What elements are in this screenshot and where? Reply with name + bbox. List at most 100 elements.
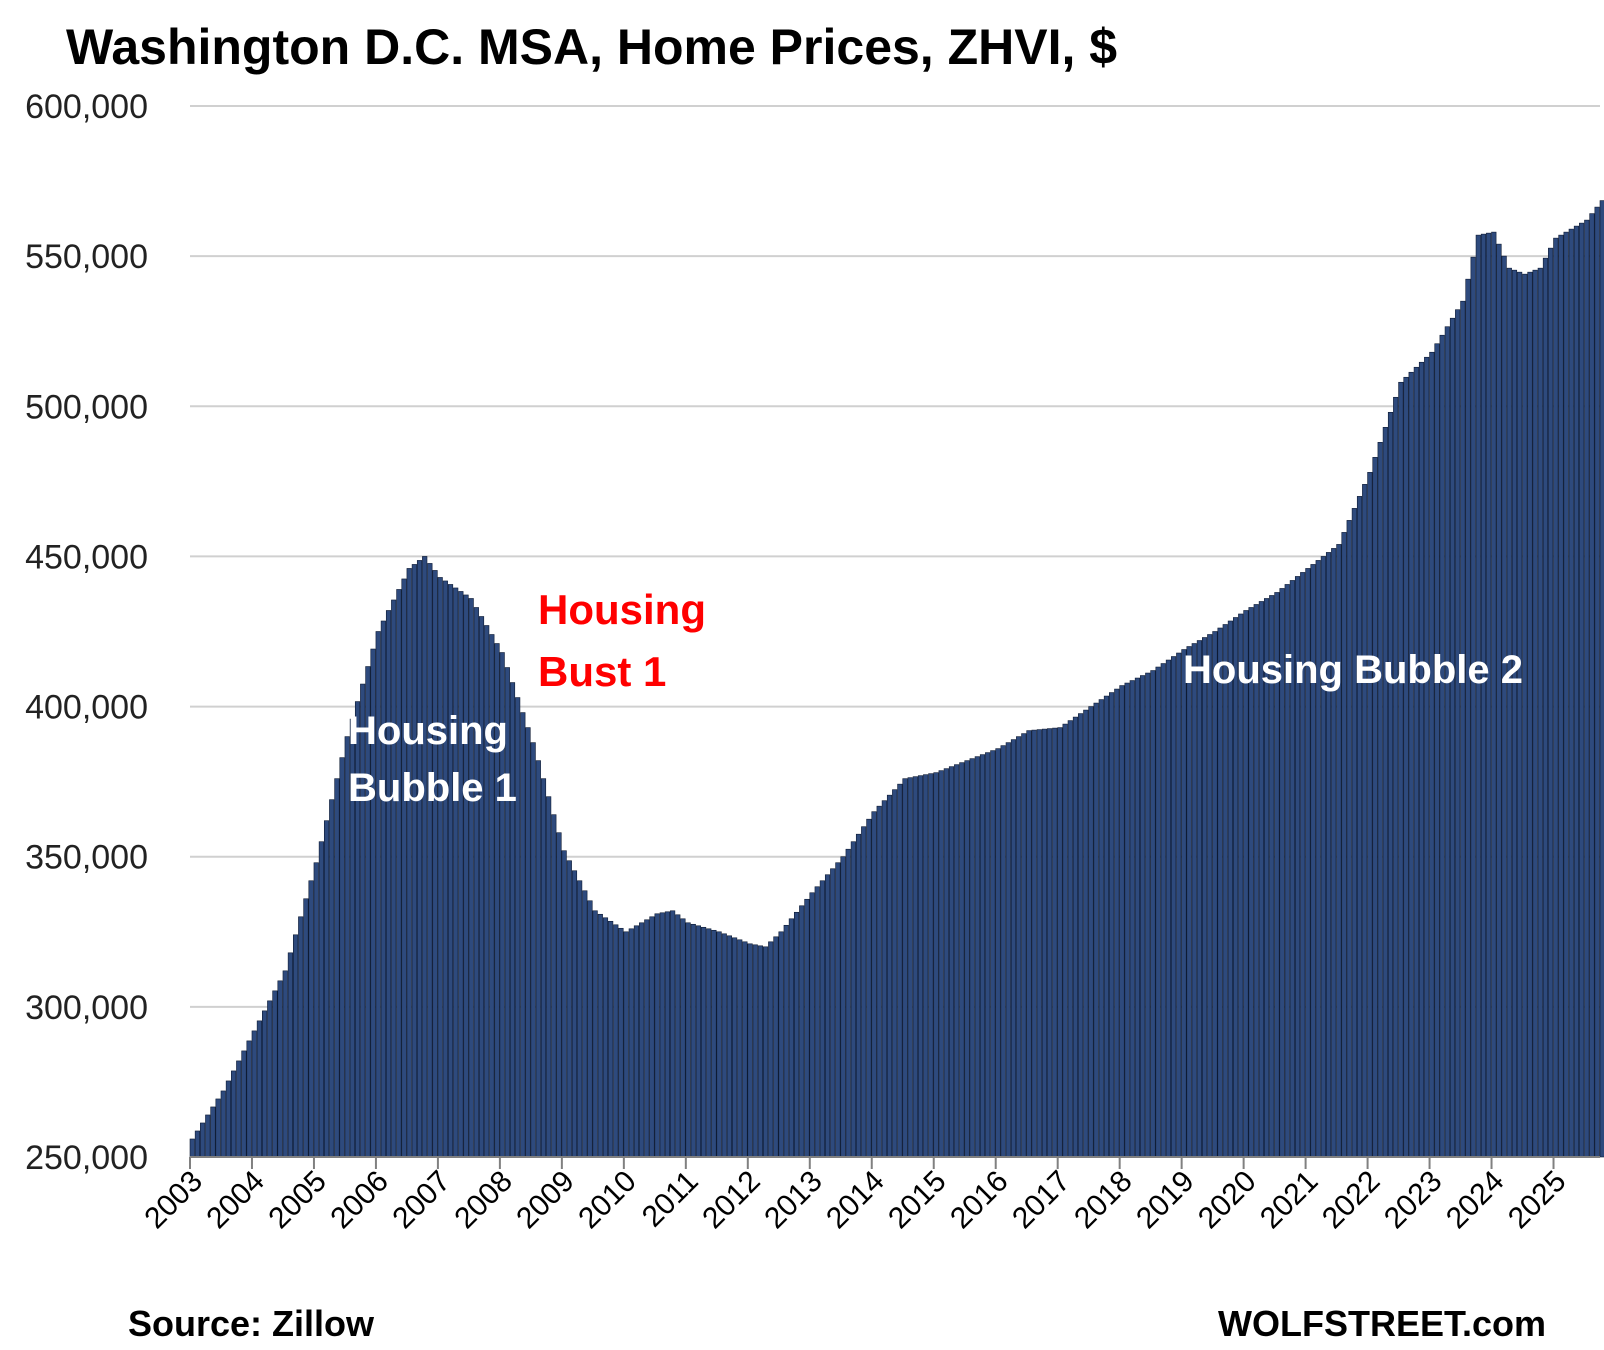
bar xyxy=(1429,351,1435,1158)
bar xyxy=(840,856,846,1158)
bar xyxy=(1455,309,1461,1158)
bar xyxy=(1098,699,1104,1158)
bar xyxy=(855,833,862,1158)
bar xyxy=(1491,231,1497,1158)
x-tick-label: 2017 xyxy=(1006,1165,1077,1236)
bar xyxy=(1150,670,1156,1158)
y-tick-label: 500,000 xyxy=(25,388,148,426)
bar xyxy=(1191,643,1197,1158)
bar xyxy=(577,880,583,1158)
bar xyxy=(1124,682,1130,1158)
bar xyxy=(608,920,614,1158)
x-tick-label: 2013 xyxy=(758,1165,829,1236)
bar xyxy=(308,880,314,1158)
bar xyxy=(478,616,485,1158)
bar xyxy=(1599,200,1604,1158)
bar xyxy=(644,919,650,1158)
bar xyxy=(690,923,696,1158)
bar xyxy=(1548,247,1554,1158)
bar xyxy=(287,952,293,1158)
bar xyxy=(205,1114,211,1158)
bar xyxy=(530,742,536,1158)
bar xyxy=(1222,624,1228,1158)
bar xyxy=(680,918,686,1158)
bar xyxy=(742,941,748,1158)
bar xyxy=(670,910,676,1158)
bar xyxy=(814,886,820,1158)
bar xyxy=(907,777,913,1158)
x-axis-ticks: 2003200420052006200720082009201020112012… xyxy=(138,1157,1572,1235)
y-tick-label: 350,000 xyxy=(25,839,148,877)
bar xyxy=(391,599,397,1158)
bar xyxy=(1563,231,1569,1158)
bar xyxy=(582,890,588,1158)
bar xyxy=(1031,729,1037,1158)
bar xyxy=(886,794,893,1158)
bar xyxy=(1517,271,1523,1158)
bar xyxy=(437,577,443,1158)
bar xyxy=(1377,442,1383,1158)
bar xyxy=(561,850,567,1158)
bar xyxy=(1434,343,1440,1158)
bar xyxy=(959,762,965,1158)
bar xyxy=(241,1050,247,1158)
bar xyxy=(298,916,304,1158)
bar xyxy=(871,811,877,1158)
bar xyxy=(1207,634,1213,1158)
bar xyxy=(1537,267,1543,1158)
bar xyxy=(551,814,557,1158)
bar xyxy=(819,880,825,1158)
bar xyxy=(1393,396,1399,1158)
bar xyxy=(447,584,454,1158)
bar xyxy=(427,563,433,1158)
bar xyxy=(861,826,867,1158)
bar xyxy=(473,607,479,1158)
bar xyxy=(1109,692,1115,1158)
annotation-bust-1-line-2: Bust 1 xyxy=(538,648,666,695)
bar xyxy=(1444,326,1450,1158)
bar xyxy=(747,943,753,1158)
bar xyxy=(277,980,283,1158)
bar xyxy=(1171,656,1177,1158)
bar xyxy=(396,589,402,1158)
y-tick-label: 300,000 xyxy=(25,989,148,1027)
bar xyxy=(385,610,392,1158)
bar xyxy=(360,683,366,1158)
bar xyxy=(251,1030,257,1158)
bar xyxy=(453,587,459,1158)
bar xyxy=(1202,637,1208,1158)
bar xyxy=(1362,484,1368,1158)
bar xyxy=(716,931,722,1158)
bar xyxy=(1480,233,1487,1158)
x-tick-label: 2014 xyxy=(820,1165,891,1236)
bar xyxy=(1072,716,1079,1158)
x-tick-label: 2016 xyxy=(944,1165,1015,1236)
bar xyxy=(458,591,464,1158)
y-tick-label: 550,000 xyxy=(25,238,148,276)
x-tick-label: 2009 xyxy=(510,1165,581,1236)
bar xyxy=(220,1090,226,1158)
bar xyxy=(597,913,603,1158)
bar xyxy=(1119,685,1125,1158)
annotation-bubble-2: Housing Bubble 2 xyxy=(1183,648,1523,692)
bar xyxy=(566,860,572,1158)
bar xyxy=(711,929,717,1158)
x-tick-label: 2024 xyxy=(1440,1165,1511,1236)
x-tick-label: 2008 xyxy=(448,1165,519,1236)
bar xyxy=(628,928,634,1158)
bar xyxy=(1356,496,1363,1158)
bar xyxy=(1093,702,1099,1158)
bar xyxy=(556,832,562,1158)
bar xyxy=(1424,356,1430,1158)
bar xyxy=(613,924,619,1158)
bar xyxy=(1475,234,1481,1158)
bar xyxy=(685,922,691,1158)
bar xyxy=(985,752,991,1158)
bar xyxy=(876,805,882,1158)
bar xyxy=(1057,727,1063,1158)
bar xyxy=(334,778,340,1158)
bar xyxy=(881,800,887,1158)
bar xyxy=(1160,663,1166,1158)
bar xyxy=(737,939,743,1158)
bar xyxy=(1036,729,1042,1158)
